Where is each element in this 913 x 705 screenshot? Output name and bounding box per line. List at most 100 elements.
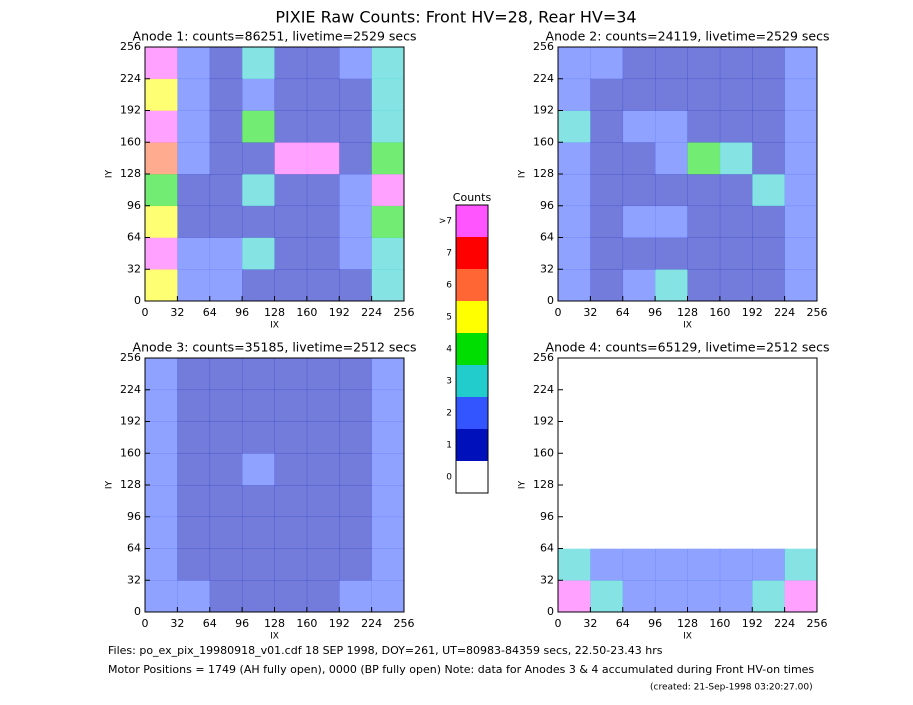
- heatmap-cell: [784, 485, 818, 518]
- colorbar-label: 6: [446, 281, 452, 291]
- heatmap-cell: [177, 389, 211, 422]
- heatmap-cell: [655, 47, 688, 80]
- heatmap-cell: [687, 389, 721, 422]
- panel-title: Anode 2: counts=24119, livetime=2529 sec…: [546, 29, 830, 44]
- panel-title: Anode 3: counts=35185, livetime=2512 sec…: [133, 340, 417, 355]
- y-tick-label: 32: [540, 573, 554, 586]
- heatmap-cell: [687, 174, 721, 207]
- x-tick-label: 256: [394, 617, 415, 630]
- x-axis-label: IX: [270, 321, 279, 331]
- heatmap-cell: [719, 205, 753, 238]
- heatmap-cell: [274, 358, 308, 391]
- x-tick-label: 96: [235, 617, 249, 630]
- heatmap-cell: [655, 110, 688, 143]
- heatmap-cell: [558, 358, 591, 391]
- x-tick-label: 64: [203, 617, 217, 630]
- heatmap-cell: [784, 548, 818, 581]
- heatmap-cell: [622, 421, 656, 454]
- y-tick-label: 0: [547, 294, 554, 307]
- heatmap-cell: [655, 237, 688, 270]
- colorbar-swatch: [456, 333, 488, 365]
- heatmap-cell: [687, 142, 721, 175]
- heatmap-cell: [752, 174, 785, 207]
- heatmap-cell: [655, 269, 688, 302]
- heatmap-cell: [177, 421, 211, 454]
- heatmap-cell: [177, 78, 211, 111]
- heatmap-cell: [177, 110, 211, 143]
- heatmap-cell: [177, 358, 211, 391]
- heatmap-cell: [371, 389, 405, 422]
- heatmap-cell: [177, 269, 211, 302]
- heatmap-cell: [655, 205, 688, 238]
- heatmap-cell: [274, 78, 308, 111]
- heatmap-cell: [752, 237, 785, 270]
- colorbar-label: >7: [439, 217, 452, 227]
- heatmap-cell: [622, 516, 656, 549]
- colorbar-label: 5: [446, 313, 452, 323]
- heatmap-cell: [274, 421, 308, 454]
- heatmap-cell: [558, 205, 591, 238]
- heatmap-cell: [719, 358, 753, 391]
- heatmap-cell: [622, 237, 656, 270]
- heatmap-cell: [655, 580, 688, 613]
- heatmap-cell: [752, 516, 785, 549]
- heatmap-cell: [177, 174, 211, 207]
- y-tick-label: 256: [533, 40, 554, 53]
- heatmap-cell: [719, 421, 753, 454]
- x-tick-label: 96: [648, 617, 662, 630]
- x-tick-label: 0: [142, 306, 149, 319]
- heatmap-cell: [687, 516, 721, 549]
- heatmap-cell: [752, 269, 785, 302]
- x-tick-label: 0: [142, 617, 149, 630]
- heatmap-cell: [752, 421, 785, 454]
- colorbar-swatch: [456, 205, 488, 237]
- heatmap-cell: [719, 389, 753, 422]
- heatmap-cell: [371, 205, 405, 238]
- y-axis-label: IY: [518, 480, 528, 489]
- heatmap-cell: [209, 580, 243, 613]
- x-axis-label: IX: [683, 321, 692, 331]
- heatmap-cell: [752, 205, 785, 238]
- heatmap-cell: [339, 485, 372, 518]
- heatmap-cell: [655, 174, 688, 207]
- heatmap-cell: [339, 174, 372, 207]
- x-tick-label: 128: [677, 306, 698, 319]
- x-axis-label: IX: [683, 632, 692, 642]
- heatmap-cell: [145, 205, 178, 238]
- y-tick-label: 96: [127, 199, 141, 212]
- heatmap-cell: [590, 237, 624, 270]
- heatmap-cell: [687, 205, 721, 238]
- colorbar-swatch: [456, 429, 488, 461]
- heatmap-cell: [242, 142, 275, 175]
- heatmap-cell: [209, 47, 243, 80]
- heatmap-cell: [371, 110, 405, 143]
- heatmap-cell: [177, 580, 211, 613]
- y-tick-label: 256: [120, 40, 141, 53]
- heatmap-cell: [622, 174, 656, 207]
- heatmap-cell: [242, 421, 275, 454]
- heatmap-cell: [752, 485, 785, 518]
- heatmap-cell: [145, 47, 178, 80]
- heatmap-cell: [622, 485, 656, 518]
- heatmap-cell: [209, 174, 243, 207]
- heatmap-cell: [719, 548, 753, 581]
- heatmap-cell: [242, 485, 275, 518]
- heatmap-cell: [306, 548, 340, 581]
- heatmap-cell: [752, 358, 785, 391]
- heatmap-cell: [242, 580, 275, 613]
- heatmap-cell: [242, 237, 275, 270]
- heatmap-cell: [590, 78, 624, 111]
- y-tick-label: 192: [120, 104, 141, 117]
- heatmap-cell: [784, 453, 818, 486]
- y-tick-label: 256: [533, 351, 554, 364]
- y-tick-label: 192: [120, 415, 141, 428]
- heatmap-cell: [622, 548, 656, 581]
- heatmap-cell: [655, 485, 688, 518]
- heatmap-cell: [339, 47, 372, 80]
- heatmap-cell: [687, 580, 721, 613]
- heatmap-cell: [752, 47, 785, 80]
- heatmap-cell: [687, 110, 721, 143]
- heatmap-cell: [371, 269, 405, 302]
- heatmap-cell: [590, 389, 624, 422]
- y-tick-label: 0: [134, 294, 141, 307]
